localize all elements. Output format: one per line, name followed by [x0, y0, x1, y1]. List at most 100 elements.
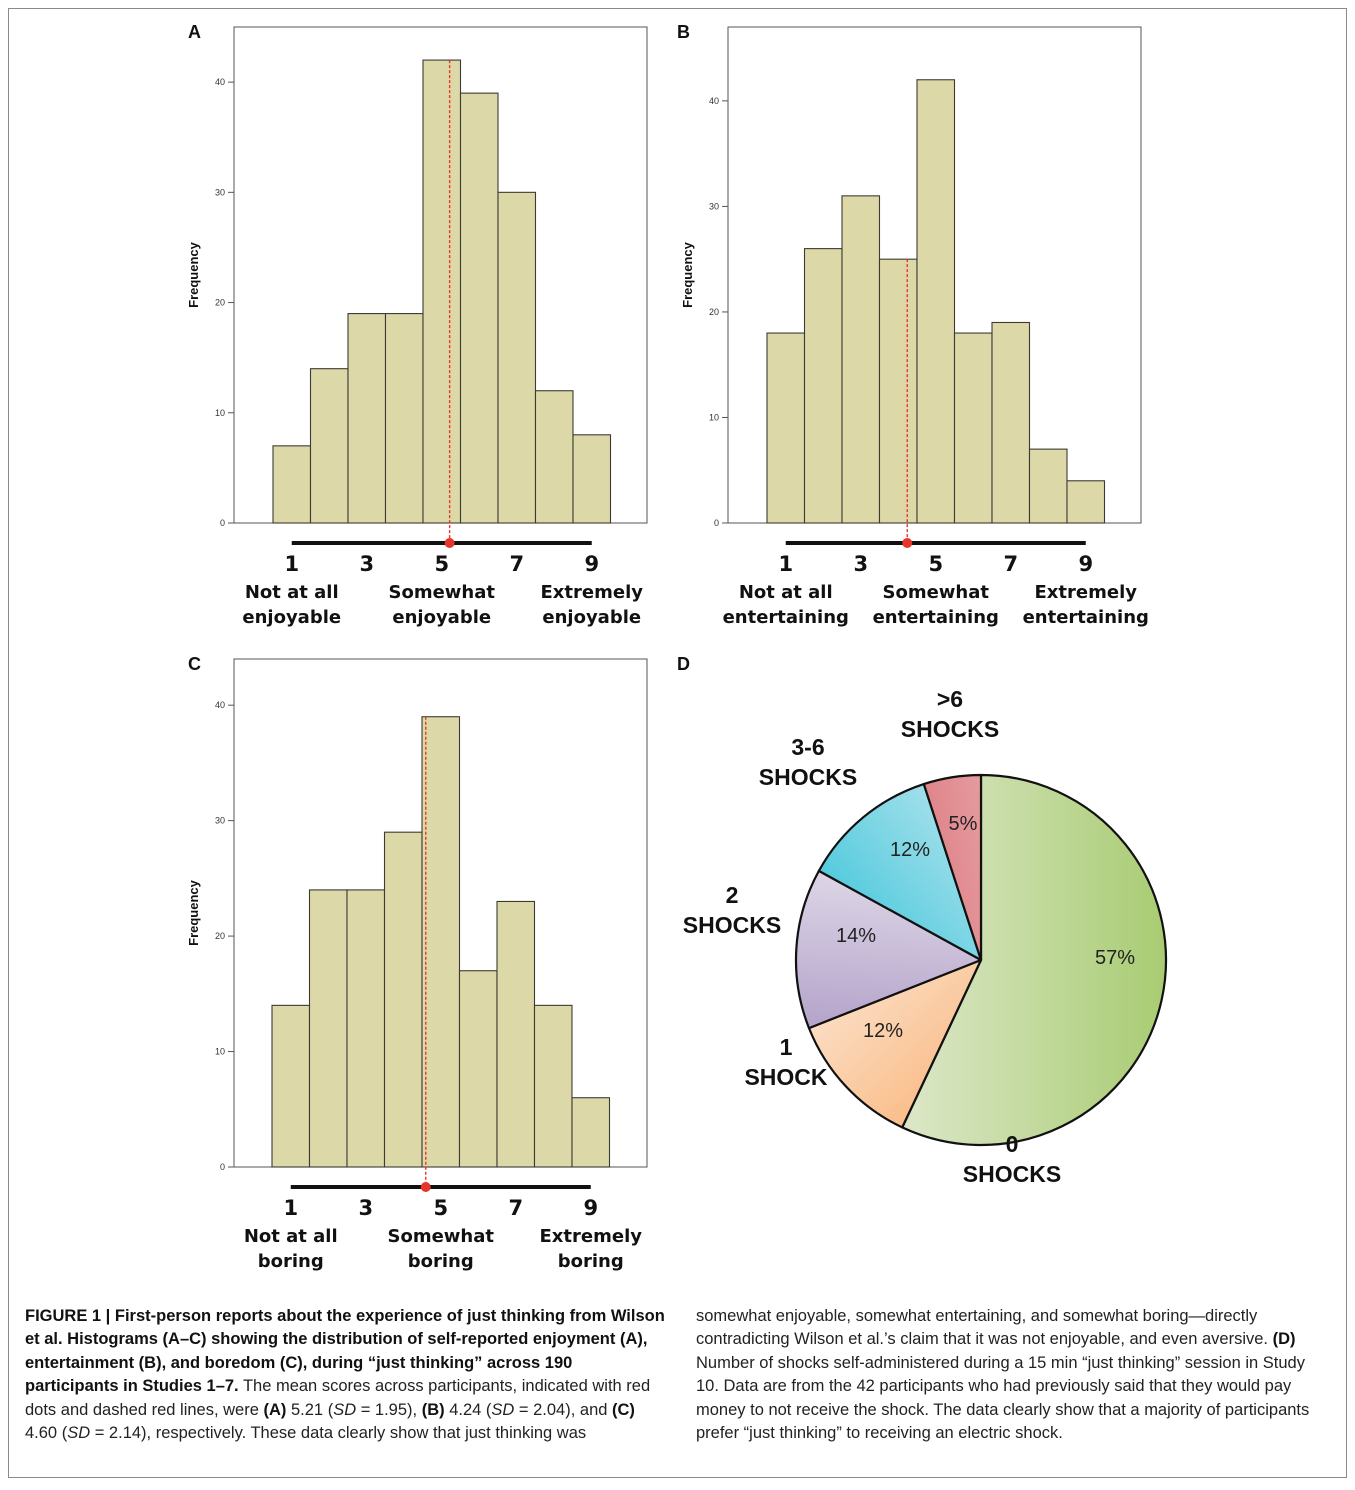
pie-category-label-line1: 3-6 [791, 734, 824, 760]
caption-text: = 1.95), [356, 1400, 422, 1419]
pie-category-label-line1: 1 [780, 1034, 793, 1060]
y-tick-label-b: 30 [709, 201, 719, 211]
scale-tick-label-b: 9 [1078, 552, 1093, 576]
y-tick-label-c: 10 [215, 1047, 225, 1057]
histogram-bar-c [308, 889, 348, 1168]
caption-italic-text: SD [491, 1400, 515, 1419]
pie-slice [794, 869, 983, 1030]
anchor-label-line2-a: enjoyable [392, 607, 491, 628]
pie-category-label-line2: SHOCKS [759, 764, 857, 790]
histogram-bar-a [347, 313, 387, 524]
caption-bold-text: (A) [263, 1400, 287, 1419]
caption-text: = 2.14), respectively. These data clearl… [90, 1424, 587, 1443]
panel-letter-a: A [188, 22, 201, 42]
y-axis-label-c: Frequency [186, 879, 201, 946]
y-axis-label-a: Frequency [186, 241, 201, 308]
histogram-bar-b [991, 321, 1031, 524]
histogram-bar-a [497, 191, 537, 524]
scale-tick-label-c: 9 [583, 1196, 598, 1220]
pie-slice [807, 958, 983, 1129]
caption-text: somewhat enjoyable, somewhat entertainin… [696, 1307, 1273, 1349]
caption-text: 5.21 ( [286, 1400, 334, 1419]
anchor-label-line2-b: entertaining [1023, 607, 1149, 628]
mean-dot-a [444, 538, 455, 548]
mean-dot-c [420, 1182, 431, 1192]
y-axis-label-b: Frequency [680, 241, 695, 308]
anchor-label-line2-c: boring [558, 1251, 624, 1272]
y-tick-label-b: 0 [714, 518, 719, 528]
pie-category-label-line1: 0 [1006, 1131, 1019, 1157]
mean-dot-b [902, 538, 913, 548]
caption-text: Number of shocks self-administered durin… [696, 1353, 1310, 1443]
y-tick-label-c: 30 [215, 816, 225, 826]
y-tick-label-b: 40 [709, 96, 719, 106]
y-tick-label-b: 20 [709, 307, 719, 317]
scale-tick-label-b: 3 [853, 552, 868, 576]
scale-tick-label-a: 5 [434, 552, 449, 576]
anchor-label-line1-c: Somewhat [388, 1226, 495, 1247]
y-tick-label-c: 20 [215, 931, 225, 941]
pie-category-label-line2: SHOCKS [683, 912, 781, 938]
caption-bold-text: (C) [612, 1400, 635, 1419]
y-tick-label-c: 40 [215, 700, 225, 710]
anchor-label-line1-a: Extremely [541, 582, 644, 603]
pie-slice [901, 773, 1168, 1147]
pie-category-label-line2: SHOCK [744, 1064, 827, 1090]
panel-letter-c: C [188, 654, 201, 674]
scale-tick-label-a: 1 [284, 552, 299, 576]
caption-bold-text: (B) [421, 1400, 445, 1419]
y-tick-label-a: 20 [215, 298, 225, 308]
pie-category-label-line1: 2 [726, 882, 739, 908]
histogram-bar-c [346, 889, 386, 1168]
scale-tick-label-b: 5 [928, 552, 943, 576]
anchor-label-line1-a: Not at all [245, 582, 339, 603]
pie-percent-label: 14% [836, 925, 876, 947]
figure-caption-left: FIGURE 1 | First-person reports about th… [25, 1305, 665, 1445]
figure-caption-right: somewhat enjoyable, somewhat entertainin… [696, 1305, 1324, 1445]
anchor-label-line2-c: boring [258, 1251, 324, 1272]
histogram-bar-b [916, 79, 956, 524]
histogram-bar-a [534, 390, 574, 524]
histogram-bar-c [533, 1004, 573, 1168]
pie-category-label-line2: SHOCKS [963, 1161, 1061, 1187]
pie-slice [817, 782, 983, 962]
caption-text: The mean scores across participants, ind… [25, 1377, 651, 1419]
anchor-label-line1-a: Somewhat [389, 582, 496, 603]
histogram-bar-b [803, 248, 843, 524]
histogram-bar-c [496, 900, 536, 1168]
caption-italic-text: SD [67, 1424, 91, 1443]
caption-text: = 2.04), and [514, 1400, 613, 1419]
y-tick-label-a: 10 [215, 408, 225, 418]
caption-text: 4.24 ( [444, 1400, 492, 1419]
anchor-label-line1-b: Extremely [1035, 582, 1138, 603]
caption-text: 4.60 ( [25, 1424, 68, 1443]
y-tick-label-a: 40 [215, 77, 225, 87]
scale-tick-label-a: 9 [584, 552, 599, 576]
histogram-bar-a [384, 313, 424, 524]
histogram-bar-c [421, 716, 461, 1168]
panel-letter-d: D [677, 654, 690, 674]
anchor-label-line2-b: entertaining [723, 607, 849, 628]
caption-bold-text: (D) [1272, 1330, 1296, 1349]
histogram-bar-b [878, 258, 918, 524]
histogram-bar-a [422, 59, 462, 524]
scale-tick-label-c: 7 [508, 1196, 523, 1220]
histogram-bar-b [1028, 448, 1068, 524]
figure-frame [8, 8, 1347, 1478]
pie-percent-label: 57% [1095, 947, 1135, 969]
anchor-label-line1-b: Not at all [739, 582, 833, 603]
anchor-label-line2-c: boring [408, 1251, 474, 1272]
pie-category-label-line1: >6 [937, 686, 963, 712]
scale-tick-label-b: 1 [778, 552, 793, 576]
caption-bold-text: FIGURE 1 | First-person reports about th… [25, 1307, 665, 1396]
y-tick-label-a: 30 [215, 187, 225, 197]
scale-tick-label-c: 3 [358, 1196, 373, 1220]
scale-tick-label-a: 3 [359, 552, 374, 576]
anchor-label-line2-a: enjoyable [542, 607, 641, 628]
anchor-label-line1-b: Somewhat [883, 582, 990, 603]
pie-percent-label: 12% [863, 1020, 903, 1042]
